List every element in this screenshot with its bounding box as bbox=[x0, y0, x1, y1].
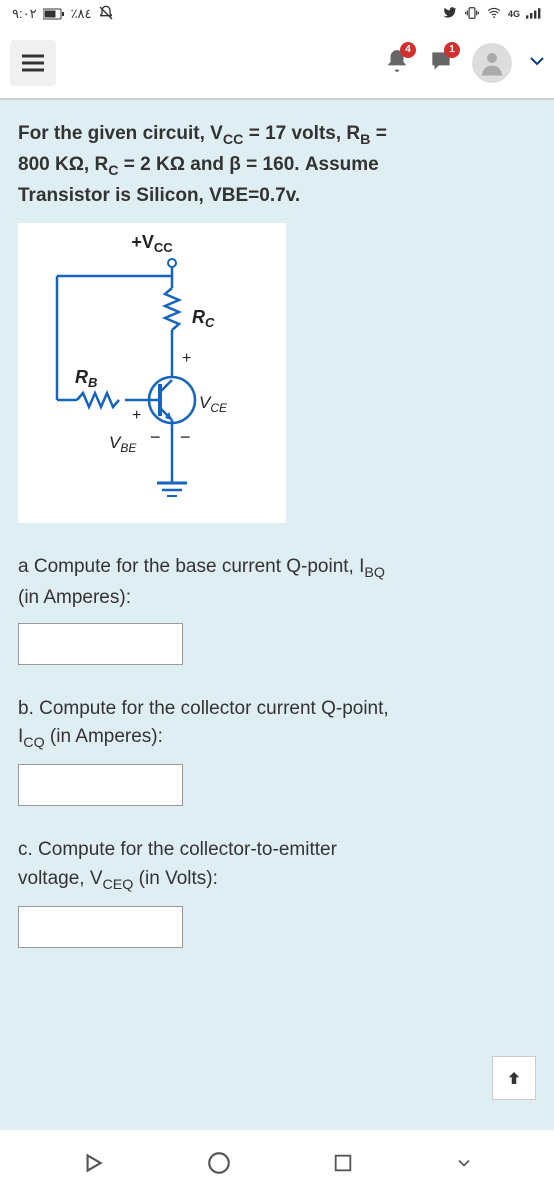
app-header: 4 1 bbox=[0, 28, 554, 98]
question-prompt: For the given circuit, VCC = 17 volts, R… bbox=[18, 120, 536, 211]
part-a: a Compute for the base current Q-point, … bbox=[18, 553, 536, 665]
hamburger-icon bbox=[22, 54, 44, 72]
nav-back-button[interactable] bbox=[80, 1150, 106, 1181]
part-a-text: a Compute for the base current Q-point, … bbox=[18, 553, 536, 613]
wifi-icon bbox=[486, 6, 502, 23]
svg-text:RB: RB bbox=[75, 367, 97, 390]
answer-input-a[interactable] bbox=[18, 623, 183, 665]
part-c: c. Compute for the collector-to-emitter … bbox=[18, 836, 536, 948]
user-icon bbox=[477, 48, 507, 78]
svg-text:+: + bbox=[182, 350, 191, 367]
circuit-diagram: +VCC RC + RB + bbox=[18, 223, 286, 523]
svg-text:+: + bbox=[132, 407, 141, 424]
part-b-text: b. Compute for the collector current Q-p… bbox=[18, 695, 536, 755]
messages-badge: 1 bbox=[444, 42, 460, 58]
svg-text:VCE: VCE bbox=[199, 393, 228, 415]
nav-recent-button[interactable] bbox=[332, 1152, 354, 1179]
answer-input-b[interactable] bbox=[18, 764, 183, 806]
twitter-icon bbox=[442, 6, 458, 23]
square-recent-icon bbox=[332, 1152, 354, 1174]
notifications-button[interactable]: 4 bbox=[384, 48, 410, 79]
svg-text:−: − bbox=[150, 427, 161, 447]
nav-down-button[interactable] bbox=[454, 1153, 474, 1178]
status-right: 4G bbox=[442, 6, 542, 23]
answer-input-c[interactable] bbox=[18, 906, 183, 948]
vibrate-icon bbox=[464, 6, 480, 23]
dropdown-caret-icon[interactable] bbox=[530, 54, 544, 72]
content-area: For the given circuit, VCC = 17 volts, R… bbox=[0, 100, 554, 1130]
network-4g: 4G bbox=[508, 9, 520, 19]
signal-icon bbox=[526, 6, 542, 23]
header-right: 4 1 bbox=[384, 43, 544, 83]
mute-icon bbox=[98, 5, 114, 24]
status-time: ٩:٠٢ bbox=[12, 6, 37, 22]
svg-text:VBE: VBE bbox=[109, 433, 137, 455]
menu-button[interactable] bbox=[10, 40, 56, 86]
status-bar: ٩:٠٢ ٪٨٤ 4G bbox=[0, 0, 554, 28]
system-nav-bar bbox=[0, 1130, 554, 1200]
chevron-down-icon bbox=[454, 1153, 474, 1173]
avatar[interactable] bbox=[472, 43, 512, 83]
status-battery-pct: ٪٨٤ bbox=[71, 6, 92, 22]
notifications-badge: 4 bbox=[400, 42, 416, 58]
circle-home-icon bbox=[206, 1150, 232, 1176]
triangle-back-icon bbox=[80, 1150, 106, 1176]
status-left: ٩:٠٢ ٪٨٤ bbox=[12, 5, 114, 24]
scroll-top-button[interactable] bbox=[492, 1056, 536, 1100]
part-c-text: c. Compute for the collector-to-emitter … bbox=[18, 836, 536, 896]
arrow-up-icon bbox=[505, 1069, 523, 1087]
svg-text:+VCC: +VCC bbox=[131, 232, 173, 255]
messages-button[interactable]: 1 bbox=[428, 48, 454, 79]
nav-home-button[interactable] bbox=[206, 1150, 232, 1181]
battery-icon bbox=[43, 8, 65, 20]
svg-text:RC: RC bbox=[192, 307, 215, 330]
svg-text:−: − bbox=[180, 427, 191, 447]
part-b: b. Compute for the collector current Q-p… bbox=[18, 695, 536, 807]
